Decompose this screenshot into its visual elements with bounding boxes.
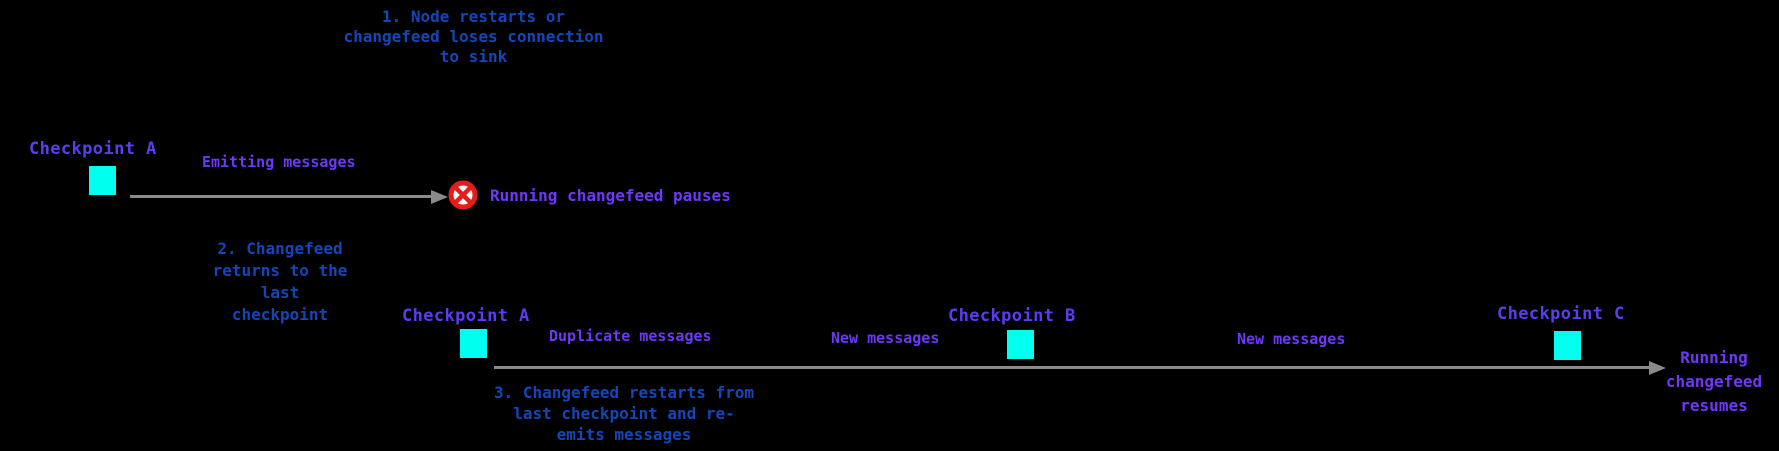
timeline1-checkpoint-a-marker <box>89 166 116 195</box>
new-messages-label-2: New messages <box>1237 330 1346 348</box>
running-changefeed-resumes-label: Running changefeed resumes <box>1665 348 1763 415</box>
running-changefeed-pauses-label: Running changefeed pauses <box>490 186 731 205</box>
step3-note: 3. Changefeed restarts from last checkpo… <box>493 383 755 444</box>
timeline2-checkpoint-a-marker <box>460 329 487 358</box>
step1-note: 1. Node restarts or changefeed loses con… <box>343 7 604 66</box>
crossed-circle-icon <box>448 180 478 210</box>
timeline2-checkpoint-a-label: Checkpoint A <box>402 306 530 326</box>
timeline2-checkpoint-c-marker <box>1554 331 1581 360</box>
timeline2-checkpoint-c-label: Checkpoint C <box>1497 304 1625 324</box>
duplicate-messages-label: Duplicate messages <box>549 327 712 345</box>
timeline2-checkpoint-b-marker <box>1007 330 1034 359</box>
timeline2-arrowhead <box>1649 360 1666 375</box>
timeline2-checkpoint-b-label: Checkpoint B <box>948 306 1076 326</box>
timeline1-arrowhead <box>431 189 448 204</box>
timeline2-arrow-line <box>494 366 1650 369</box>
timeline1-arrow-line <box>130 195 432 198</box>
step2-note: 2. Changefeed returns to the last checkp… <box>212 239 348 324</box>
emitting-messages-label: Emitting messages <box>202 153 356 171</box>
new-messages-label-1: New messages <box>831 329 940 347</box>
timeline1-checkpoint-a-label: Checkpoint A <box>29 139 157 159</box>
